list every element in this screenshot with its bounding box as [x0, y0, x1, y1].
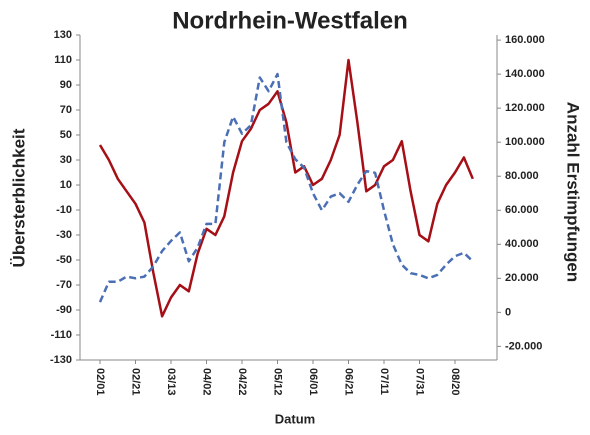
y2-tick-label: 60.000: [505, 204, 539, 216]
x-tick-label: 03/13: [165, 368, 177, 396]
y-tick-label: 110: [54, 54, 72, 66]
y-tick-label: -50: [56, 254, 72, 266]
y-tick-label: 90: [60, 79, 72, 91]
y-tick-label: 130: [54, 29, 72, 41]
y-tick-label: 10: [60, 179, 72, 191]
x-tick-label: 08/20: [449, 368, 461, 396]
y2-axis-label: Anzahl Erstimpfungen: [564, 102, 583, 282]
series-line: [98, 72, 474, 303]
x-tick-label: 02/01: [94, 368, 106, 396]
y2-tick-label: -20.000: [505, 340, 542, 352]
y-tick-label: -10: [56, 204, 72, 216]
y2-tick-label: 40.000: [505, 238, 539, 250]
y-tick-label: -70: [56, 279, 72, 291]
y-tick-label: -130: [50, 354, 72, 366]
y2-tick-label: 160.000: [505, 34, 545, 46]
y2-tick-label: 80.000: [505, 170, 539, 182]
y-tick-label: -30: [56, 229, 72, 241]
y-tick-label: -90: [56, 304, 72, 316]
y-tick-label: 70: [60, 104, 72, 116]
x-tick-label: 07/11: [378, 368, 390, 395]
y2-tick-label: 120.000: [505, 102, 545, 114]
x-tick-label: 07/31: [414, 368, 426, 396]
y-axis-label: Übersterblichkeit: [9, 128, 28, 267]
y-tick-label: -110: [51, 329, 72, 341]
x-tick-label: 05/12: [272, 368, 284, 396]
x-tick-label: 02/21: [130, 368, 142, 396]
x-tick-label: 06/01: [307, 368, 319, 396]
x-axis-label: Datum: [275, 411, 315, 426]
y2-tick-label: 100.000: [505, 136, 545, 148]
y2-tick-label: 140.000: [505, 68, 545, 80]
series-line: [98, 58, 474, 318]
y-tick-label: 50: [60, 129, 72, 141]
y-tick-label: 30: [60, 154, 72, 166]
y2-tick-label: 0: [505, 306, 511, 318]
y2-tick-label: 20.000: [505, 272, 539, 284]
x-tick-label: 04/02: [201, 368, 213, 396]
chart-title: Nordrhein-Westfalen: [172, 7, 408, 34]
x-tick-label: 04/22: [236, 368, 248, 396]
x-tick-label: 06/21: [343, 368, 355, 396]
